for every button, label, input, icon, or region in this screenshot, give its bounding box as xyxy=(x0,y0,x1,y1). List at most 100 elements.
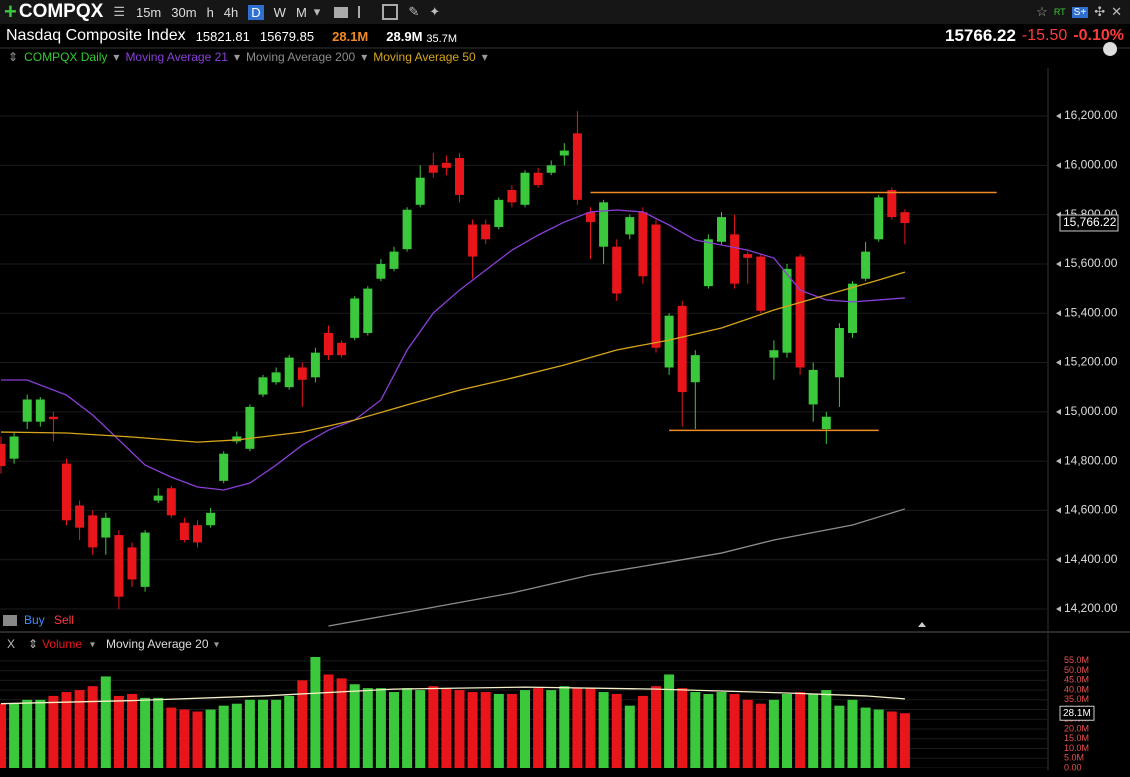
volume-bar xyxy=(100,676,111,768)
candle-body xyxy=(193,525,202,543)
volume-bar xyxy=(546,690,557,768)
tick-arrow xyxy=(1056,113,1061,120)
legend-entry[interactable]: Moving Average 200 xyxy=(245,50,356,64)
candle-body xyxy=(75,505,85,528)
volume-bar xyxy=(651,686,661,768)
candle-body xyxy=(481,224,491,240)
volume-bar xyxy=(506,693,517,768)
palette-icon[interactable] xyxy=(1103,42,1118,56)
volume-bar xyxy=(808,693,819,768)
legend-entry: Moving Average 20 xyxy=(106,637,209,651)
volume-bar xyxy=(375,688,386,768)
close-icon[interactable]: ✕ xyxy=(1111,4,1122,19)
trade-icon[interactable] xyxy=(3,615,17,626)
candle-body xyxy=(22,399,32,422)
settings-icon[interactable] xyxy=(382,4,399,20)
legend-entry: Volume xyxy=(42,637,82,651)
realtime-badge[interactable]: RT xyxy=(1053,7,1066,17)
chart-type-icon[interactable] xyxy=(334,6,349,18)
buy-button[interactable]: Buy xyxy=(24,613,45,627)
volume-plot xyxy=(0,656,1048,768)
indicator-icon[interactable] xyxy=(358,6,372,18)
legend-entry[interactable]: COMPQX Daily xyxy=(24,50,108,64)
interval[interactable]: h xyxy=(206,4,214,20)
last-price-box xyxy=(1059,214,1119,232)
legend-dropdown[interactable]: ▾ xyxy=(233,50,240,64)
index-name: Nasdaq Composite Index xyxy=(6,27,186,44)
tick-arrow xyxy=(1056,606,1061,613)
volume-bar xyxy=(9,703,20,768)
change-pct: -0.10% xyxy=(1073,27,1124,44)
share-icon[interactable]: ✦ xyxy=(429,4,441,19)
y-tick-label: 16,200.00 xyxy=(1064,108,1118,122)
candle-body xyxy=(245,406,255,449)
symbol[interactable]: COMPQX xyxy=(18,1,104,22)
legend-dropdown[interactable]: ▾ xyxy=(481,50,488,64)
y-tick-label: 16,000.00 xyxy=(1064,158,1118,172)
volume-bar xyxy=(205,709,216,768)
volume-bar xyxy=(742,699,753,768)
candle-body xyxy=(651,224,661,348)
expand-icon[interactable]: ✣ xyxy=(1094,4,1106,19)
dropdown[interactable]: ▾ xyxy=(313,4,321,19)
candle-body xyxy=(441,162,451,168)
price-plot xyxy=(0,111,1048,627)
volume-bar xyxy=(428,686,439,768)
moving-average-line xyxy=(1,209,905,491)
volume-bar xyxy=(310,656,321,768)
candle-body xyxy=(586,212,595,223)
scroll-arrow[interactable] xyxy=(918,622,926,627)
y-tick-label: 15,400.00 xyxy=(1064,305,1118,319)
candle-body xyxy=(494,199,504,227)
volume-bar xyxy=(127,693,137,768)
volume-bar xyxy=(153,697,164,768)
interval[interactable]: M xyxy=(295,4,307,20)
legend-entry[interactable]: Moving Average 50 xyxy=(373,50,476,64)
candle-body xyxy=(821,416,831,430)
candle-body xyxy=(402,209,412,250)
sell-button[interactable]: Sell xyxy=(54,613,74,627)
y-tick-label: 14,200.00 xyxy=(1064,601,1118,615)
interval[interactable]: 4h xyxy=(223,4,239,20)
legend-dropdown[interactable]: ▾ xyxy=(113,50,120,64)
volume-bar xyxy=(192,711,203,768)
volume-bar xyxy=(35,699,46,768)
volume-bar xyxy=(834,705,845,768)
last-volume-box xyxy=(1059,705,1095,721)
intervals: 15m 30m h 4h D W M xyxy=(131,4,312,20)
menu-icon[interactable]: ☰ xyxy=(113,4,125,19)
volume-bar xyxy=(873,709,884,768)
legend-dropdown[interactable]: ▾ xyxy=(361,50,368,64)
volume-bar xyxy=(821,690,832,768)
volume-bar xyxy=(899,713,910,768)
volume-bar xyxy=(441,688,452,768)
y-tick-label: 20.0M xyxy=(1064,723,1089,733)
legend-entry[interactable]: Moving Average 21 xyxy=(125,50,228,64)
tick-arrow xyxy=(1056,458,1061,465)
interval[interactable]: 15m xyxy=(135,4,162,20)
interval[interactable]: D xyxy=(248,4,264,20)
toolbar: + COMPQX ☰ 15m 30m h 4h D W M ▾ ✎ ✦ ☆ RT S+ ✣ … xyxy=(0,0,1130,24)
interval[interactable]: W xyxy=(273,4,286,20)
add-icon[interactable]: + xyxy=(4,0,17,24)
legend-arrow: ⇕ xyxy=(8,50,19,64)
candle-body xyxy=(114,535,124,597)
candle-body xyxy=(0,443,6,467)
draw-icon[interactable]: ✎ xyxy=(408,4,420,19)
candle-body xyxy=(415,177,425,205)
prev-volume: 35.7M xyxy=(426,33,457,45)
tick-arrow xyxy=(1056,310,1061,317)
favorite-icon[interactable]: ☆ xyxy=(1036,4,1048,19)
candle-body xyxy=(153,495,163,501)
volume-bar xyxy=(493,693,504,768)
change: -15.50 xyxy=(1021,27,1068,44)
y-tick-label: 50.0M xyxy=(1064,665,1089,675)
avg-volume: 28.9M xyxy=(386,28,423,44)
interval[interactable]: 30m xyxy=(171,4,197,20)
y-tick-label: 15.0M xyxy=(1064,733,1089,743)
pane-arrow[interactable]: ⇕ xyxy=(28,637,38,651)
badge[interactable]: S+ xyxy=(1071,6,1089,18)
y-tick-label: 14,400.00 xyxy=(1064,552,1118,566)
close-pane[interactable]: X xyxy=(7,637,15,651)
